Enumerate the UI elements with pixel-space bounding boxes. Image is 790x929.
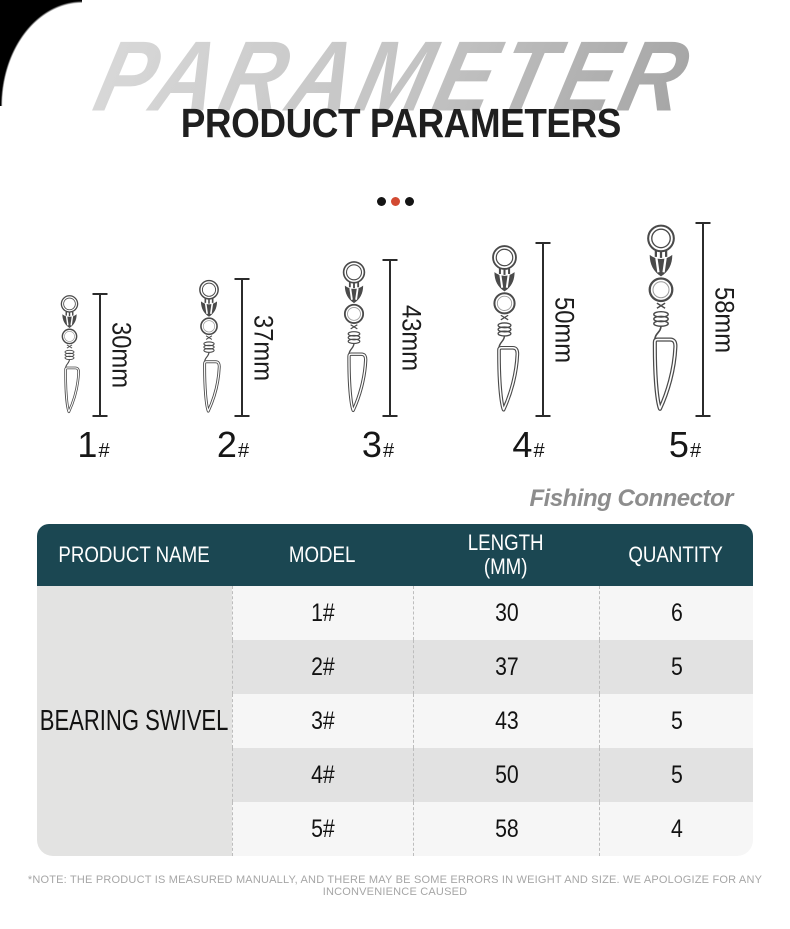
size-figure: 50mm <box>477 242 580 417</box>
dimension-line <box>542 242 544 417</box>
size-hash: # <box>98 440 110 462</box>
size-number: 3 <box>361 424 382 465</box>
size-number: 4 <box>512 424 533 465</box>
dot-dark-icon <box>404 197 414 206</box>
size-figures-row: 30mm 1 # 37 <box>0 222 790 465</box>
size-item-3: 43mm 3 # <box>329 259 427 465</box>
size-number: 2 <box>216 424 237 465</box>
model-cell: 2# <box>232 640 413 694</box>
brand-text: Fishing Connector <box>529 485 734 512</box>
swivel-illustration-icon <box>477 242 532 417</box>
size-item-5: 58mm 5 # <box>630 222 740 465</box>
length-cell: 37 <box>413 640 599 694</box>
size-hash: # <box>533 440 545 462</box>
table-header-row: PRODUCT NAME MODEL LENGTH (MM) QUANTITY <box>37 524 753 586</box>
dimension-line <box>99 293 101 417</box>
hero-section: PARAMETER PRODUCT PARAMETERS <box>0 0 790 222</box>
quantity-cell: 4 <box>599 802 753 856</box>
size-hash: # <box>689 440 702 462</box>
dimension-label: 58mm <box>709 286 740 353</box>
swivel-illustration-icon <box>630 222 692 417</box>
header-length: LENGTH (MM) <box>468 529 544 579</box>
dot-dark-icon <box>376 197 386 206</box>
model-cell: 5# <box>232 802 413 856</box>
size-figure: 43mm <box>329 259 427 417</box>
size-hash: # <box>382 440 395 462</box>
size-figure: 58mm <box>630 222 740 417</box>
model-cell: 3# <box>232 694 413 748</box>
size-hash: # <box>237 440 250 462</box>
dimension-line <box>389 259 391 417</box>
size-figure: 30mm <box>50 293 137 417</box>
quantity-cell: 6 <box>599 586 753 640</box>
dimension-label: 30mm <box>106 321 137 388</box>
dimension-indicator: 43mm <box>389 259 427 417</box>
corner-decoration <box>0 0 82 106</box>
size-label: 3 # <box>361 424 395 465</box>
size-item-2: 37mm 2 # <box>187 278 279 465</box>
model-cell: 4# <box>232 748 413 802</box>
product-name-cell: BEARING SWIVEL <box>37 586 232 856</box>
dimension-label: 43mm <box>396 304 427 371</box>
quantity-cell: 5 <box>599 748 753 802</box>
swivel-illustration-icon <box>50 293 89 417</box>
dots-decoration <box>0 197 790 206</box>
dimension-label: 37mm <box>248 314 279 381</box>
header-quantity: QUANTITY <box>628 541 724 567</box>
parameters-table: PRODUCT NAME MODEL LENGTH (MM) QUANTITY … <box>37 524 753 856</box>
header-model: MODEL <box>289 541 356 567</box>
dimension-indicator: 37mm <box>241 278 279 417</box>
page-title-text: PRODUCT PARAMETERS <box>181 100 622 146</box>
quantity-cell: 5 <box>599 694 753 748</box>
header-product-name: PRODUCT NAME <box>58 541 211 567</box>
size-label: 1 # <box>77 424 110 465</box>
footnote: *NOTE: THE PRODUCT IS MEASURED MANUALLY,… <box>27 874 763 898</box>
length-cell: 30 <box>413 586 599 640</box>
size-label: 5 # <box>668 424 702 465</box>
dimension-line <box>702 222 704 417</box>
dimension-indicator: 58mm <box>702 222 740 417</box>
dimension-label: 50mm <box>549 296 580 363</box>
size-label: 4 # <box>512 424 545 465</box>
size-number: 5 <box>668 424 689 465</box>
dimension-indicator: 50mm <box>542 242 580 417</box>
dot-red-icon <box>390 197 400 206</box>
swivel-illustration-icon <box>329 259 379 417</box>
length-cell: 43 <box>413 694 599 748</box>
size-item-4: 50mm 4 # <box>477 242 580 465</box>
size-item-1: 30mm 1 # <box>50 293 137 465</box>
size-label: 2 # <box>216 424 250 465</box>
length-cell: 50 <box>413 748 599 802</box>
table-body: BEARING SWIVEL 1# 30 6 2# 37 5 3# 43 5 4… <box>37 586 753 856</box>
swivel-illustration-icon <box>187 278 231 417</box>
size-figure: 37mm <box>187 278 279 417</box>
dimension-line <box>241 278 243 417</box>
length-cell: 58 <box>413 802 599 856</box>
dimension-indicator: 30mm <box>99 293 137 417</box>
size-number: 1 <box>77 424 98 465</box>
quantity-cell: 5 <box>599 640 753 694</box>
model-cell: 1# <box>232 586 413 640</box>
page-title: PRODUCT PARAMETERS <box>0 100 790 147</box>
